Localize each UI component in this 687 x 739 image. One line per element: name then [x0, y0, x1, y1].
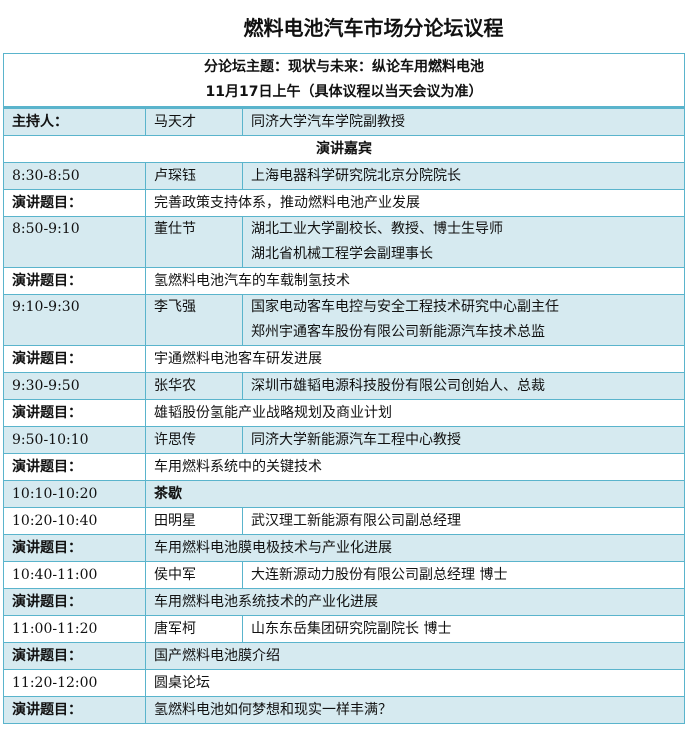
topic-label: 演讲题目：: [3, 267, 146, 295]
session-row: 9:10-9:30 李飞强 国家电动客车电控与安全工程技术研究中心副主任 郑州宇通客车…: [3, 294, 685, 346]
session-row: 11:00-11:20 唐军柯 山东东岳集团研究院副院长 博士: [3, 615, 685, 643]
topic-text: 车用燃料系统中的关键技术: [145, 453, 685, 481]
topic-text: 宇通燃料电池客车研发进展: [145, 345, 685, 373]
topic-label: 演讲题目：: [3, 453, 146, 481]
speaker-name: 李飞强: [145, 294, 243, 346]
topic-row: 演讲题目： 氢燃料电池汽车的车载制氢技术: [3, 267, 685, 295]
session-time: 10:10-10:20: [3, 480, 146, 508]
speaker-name: 唐军柯: [145, 615, 243, 643]
speaker-title: 上海电器科学研究院北京分院院长: [251, 168, 461, 184]
page-title: 燃料电池汽车市场分论坛议程: [243, 16, 504, 40]
host-title: 同济大学汽车学院副教授: [242, 106, 685, 136]
speaker-title: 深圳市雄韬电源科技股份有限公司创始人、总裁: [251, 378, 545, 394]
speaker-title: 武汉理工新能源有限公司副总经理: [251, 513, 461, 529]
speaker-name: 董仕节: [145, 216, 243, 268]
speaker-titles: 湖北工业大学副校长、教授、博士生导师 湖北省机械工程学会副理事长: [242, 216, 685, 268]
forum-date: 11月17日上午（具体议程以当天会议为准）: [205, 84, 483, 100]
session-row: 9:50-10:10 许思传 同济大学新能源汽车工程中心教授: [3, 426, 685, 454]
speaker-titles: 大连新源动力股份有限公司副总经理 博士: [242, 561, 685, 589]
session-row: 10:10-10:20 茶歇: [3, 480, 685, 508]
speakers-heading-row: 演讲嘉宾: [3, 135, 685, 163]
session-time: 11:20-12:00: [3, 669, 146, 697]
topic-text: 车用燃料电池系统技术的产业化进展: [145, 588, 685, 616]
break-label: 茶歇: [145, 480, 685, 508]
topic-row: 演讲题目： 宇通燃料电池客车研发进展: [3, 345, 685, 373]
topic-row: 演讲题目： 氢燃料电池如何梦想和现实一样丰满？: [3, 696, 685, 724]
topic-label: 演讲题目：: [3, 534, 146, 562]
session-time: 8:50-9:10: [3, 216, 146, 268]
session-row: 9:30-9:50 张华农 深圳市雄韬电源科技股份有限公司创始人、总裁: [3, 372, 685, 400]
topic-label: 演讲题目：: [3, 588, 146, 616]
topic-text: 雄韬股份氢能产业战略规划及商业计划: [145, 399, 685, 427]
speaker-titles: 上海电器科学研究院北京分院院长: [242, 162, 685, 190]
panel-label: 圆桌论坛: [145, 669, 685, 697]
topic-text: 车用燃料电池膜电极技术与产业化进展: [145, 534, 685, 562]
topic-row: 演讲题目： 车用燃料电池系统技术的产业化进展: [3, 588, 685, 616]
topic-row: 演讲题目： 雄韬股份氢能产业战略规划及商业计划: [3, 399, 685, 427]
topic-text: 氢燃料电池如何梦想和现实一样丰满？: [145, 696, 685, 724]
topic-text: 氢燃料电池汽车的车载制氢技术: [145, 267, 685, 295]
host-row: 主持人： 马天才 同济大学汽车学院副教授: [3, 106, 685, 136]
session-time: 10:40-11:00: [3, 561, 146, 589]
forum-theme-row: 分论坛主题：现状与未来：纵论车用燃料电池 11月17日上午（具体议程以当天会议为准…: [3, 53, 685, 108]
session-time: 9:10-9:30: [3, 294, 146, 346]
topic-row: 演讲题目： 车用燃料电池膜电极技术与产业化进展: [3, 534, 685, 562]
host-label: 主持人：: [3, 106, 146, 136]
speakers-heading: 演讲嘉宾: [3, 135, 685, 163]
topic-label: 演讲题目：: [3, 189, 146, 217]
topic-text: 国产燃料电池膜介绍: [145, 642, 685, 670]
speaker-name: 许思传: [145, 426, 243, 454]
session-time: 11:00-11:20: [3, 615, 146, 643]
topic-label: 演讲题目：: [3, 399, 146, 427]
speaker-name: 侯中军: [145, 561, 243, 589]
forum-theme: 分论坛主题：现状与未来：纵论车用燃料电池: [204, 59, 484, 75]
topic-row: 演讲题目： 国产燃料电池膜介绍: [3, 642, 685, 670]
speaker-title: 国家电动客车电控与安全工程技术研究中心副主任: [251, 299, 559, 315]
speaker-name: 田明星: [145, 507, 243, 535]
session-row: 10:40-11:00 侯中军 大连新源动力股份有限公司副总经理 博士: [3, 561, 685, 589]
speaker-titles: 同济大学新能源汽车工程中心教授: [242, 426, 685, 454]
session-row: 8:30-8:50 卢琛钰 上海电器科学研究院北京分院院长: [3, 162, 685, 190]
speaker-title: 郑州宇通客车股份有限公司新能源汽车技术总监: [251, 324, 545, 340]
topic-label: 演讲题目：: [3, 345, 146, 373]
session-row: 10:20-10:40 田明星 武汉理工新能源有限公司副总经理: [3, 507, 685, 535]
topic-text: 完善政策支持体系，推动燃料电池产业发展: [145, 189, 685, 217]
session-row: 8:50-9:10 董仕节 湖北工业大学副校长、教授、博士生导师 湖北省机械工程学会副…: [3, 216, 685, 268]
topic-row: 演讲题目： 完善政策支持体系，推动燃料电池产业发展: [3, 189, 685, 217]
session-time: 10:20-10:40: [3, 507, 146, 535]
session-time: 9:50-10:10: [3, 426, 146, 454]
agenda-table: 分论坛主题：现状与未来：纵论车用燃料电池 11月17日上午（具体议程以当天会议为准…: [3, 53, 685, 724]
session-time: 8:30-8:50: [3, 162, 146, 190]
speaker-titles: 山东东岳集团研究院副院长 博士: [242, 615, 685, 643]
host-name: 马天才: [145, 106, 243, 136]
speaker-name: 张华农: [145, 372, 243, 400]
topic-row: 演讲题目： 车用燃料系统中的关键技术: [3, 453, 685, 481]
speaker-title: 山东东岳集团研究院副院长 博士: [251, 621, 452, 637]
speaker-title: 同济大学新能源汽车工程中心教授: [251, 432, 461, 448]
speaker-title: 湖北省机械工程学会副理事长: [251, 246, 433, 262]
speaker-titles: 国家电动客车电控与安全工程技术研究中心副主任 郑州宇通客车股份有限公司新能源汽车技…: [242, 294, 685, 346]
speaker-titles: 武汉理工新能源有限公司副总经理: [242, 507, 685, 535]
session-time: 9:30-9:50: [3, 372, 146, 400]
speaker-name: 卢琛钰: [145, 162, 243, 190]
speaker-title: 湖北工业大学副校长、教授、博士生导师: [251, 221, 503, 237]
speaker-title: 大连新源动力股份有限公司副总经理 博士: [251, 567, 508, 583]
session-row: 11:20-12:00 圆桌论坛: [3, 669, 685, 697]
topic-label: 演讲题目：: [3, 642, 146, 670]
topic-label: 演讲题目：: [3, 696, 146, 724]
speaker-titles: 深圳市雄韬电源科技股份有限公司创始人、总裁: [242, 372, 685, 400]
